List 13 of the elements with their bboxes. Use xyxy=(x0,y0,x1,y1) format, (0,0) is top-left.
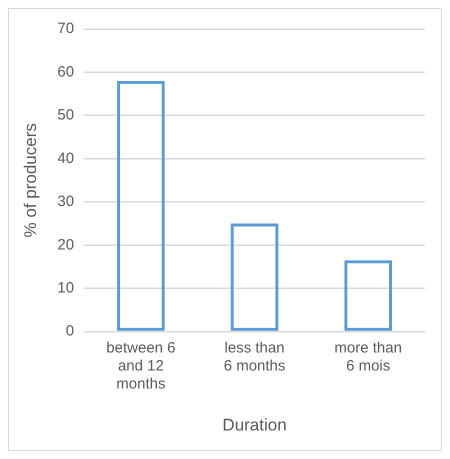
y-axis-title: % of producers xyxy=(20,123,40,238)
y-tick-label: 40 xyxy=(57,150,74,167)
x-tick-label: between 6 and 12 months xyxy=(106,340,176,393)
y-tick-label: 70 xyxy=(57,20,74,38)
x-axis-title: Duration xyxy=(222,415,287,434)
y-tick-label: 50 xyxy=(57,106,74,124)
y-tick-label: 0 xyxy=(66,322,74,340)
x-tick-label: less than 6 months xyxy=(224,340,286,375)
y-tick-label: 10 xyxy=(57,280,74,297)
y-tick-label: 60 xyxy=(57,63,74,80)
y-tick-label: 20 xyxy=(57,236,74,254)
y-tick-label: 30 xyxy=(57,193,74,210)
x-tick-label: more than 6 mois xyxy=(334,340,402,375)
